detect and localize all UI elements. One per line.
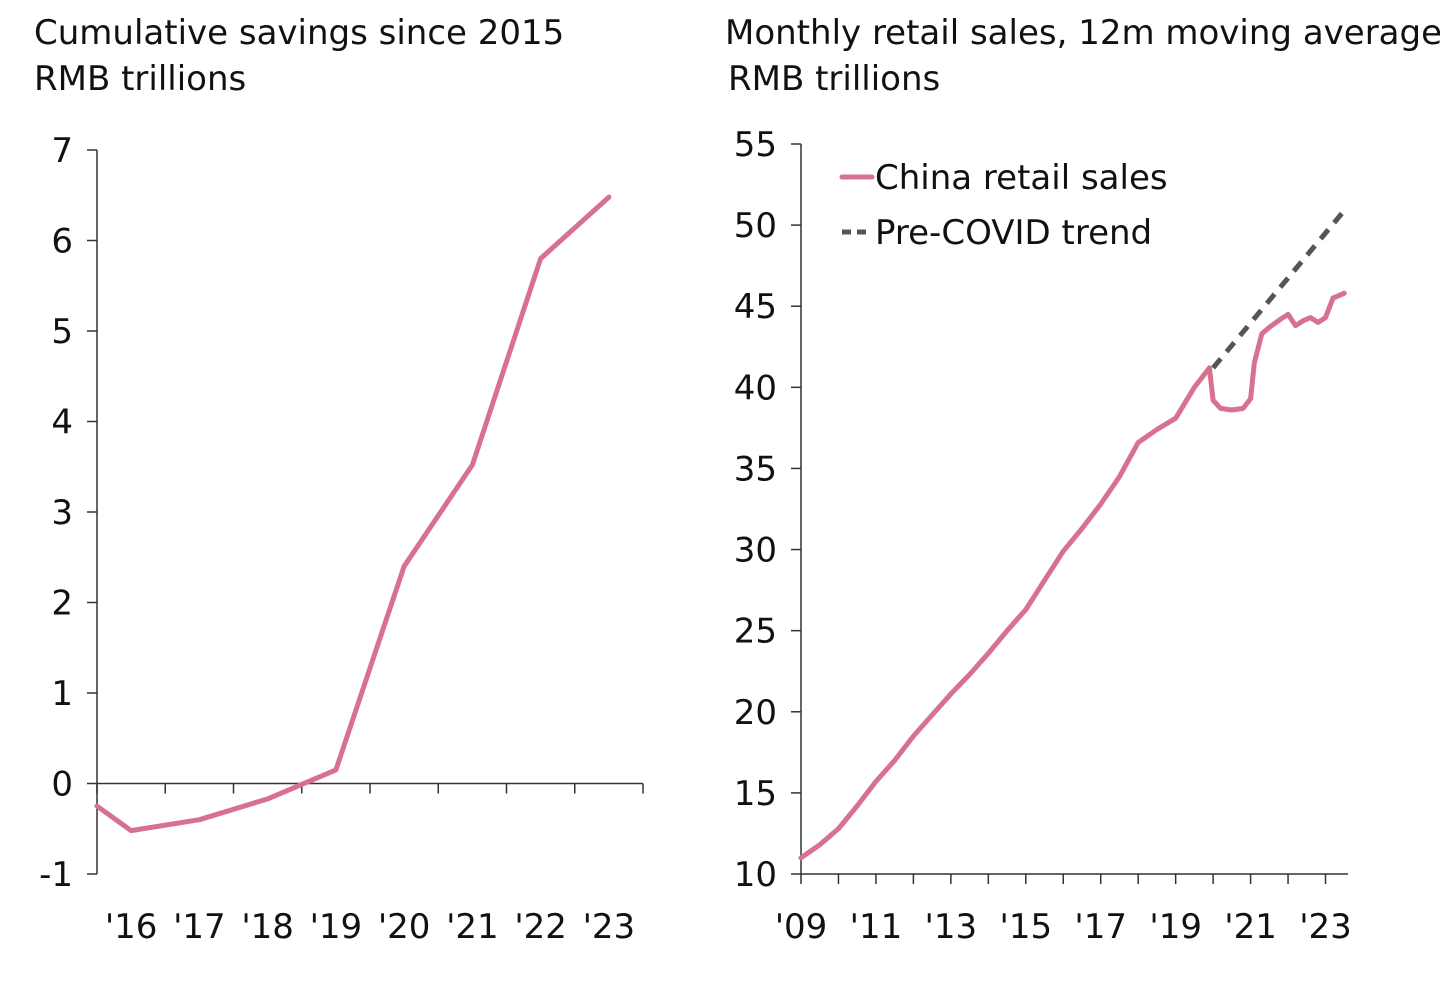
x-tick-label: '21 <box>1224 907 1277 947</box>
y-tick-label: 55 <box>734 125 777 165</box>
y-tick-label: 45 <box>734 287 777 327</box>
y-tick-label: 0 <box>51 765 73 805</box>
y-tick-label: 3 <box>51 493 73 533</box>
x-tick-label: '23 <box>583 907 636 947</box>
x-tick-label: '21 <box>446 907 499 947</box>
y-tick-label: 30 <box>734 531 777 571</box>
x-tick-label: '18 <box>241 907 294 947</box>
left-chart: -1 0 1 2 3 4 5 6 7 '16 '17 '18 '19 '20 '21 '22 '23 <box>39 131 644 947</box>
x-tick-label: '09 <box>775 907 828 947</box>
x-tick-label: '23 <box>1299 907 1352 947</box>
x-tick-label: '19 <box>1149 907 1202 947</box>
x-tick-label: '17 <box>173 907 226 947</box>
left-chart-title: Cumulative savings since 2015 <box>34 13 565 53</box>
y-tick-label: -1 <box>39 855 73 895</box>
y-tick-label: 10 <box>734 855 777 895</box>
x-tick-label: '22 <box>514 907 567 947</box>
x-tick-label: '13 <box>925 907 978 947</box>
y-tick-label: 7 <box>51 131 73 171</box>
right-chart-title: Monthly retail sales, 12m moving average <box>725 13 1440 53</box>
y-tick-label: 2 <box>51 584 73 624</box>
x-tick-label: '17 <box>1074 907 1127 947</box>
right-chart: 10 15 20 25 30 35 40 45 50 55 '09 '11 '13 '15 '17 '19 '2… <box>734 125 1352 947</box>
y-tick-label: 1 <box>51 674 73 714</box>
y-tick-label: 6 <box>51 222 73 262</box>
pre-covid-trend-line <box>1211 208 1347 370</box>
y-tick-label: 15 <box>734 774 777 814</box>
y-tick-label: 20 <box>734 693 777 733</box>
y-tick-label: 50 <box>734 206 777 246</box>
y-tick-label: 4 <box>51 403 73 443</box>
legend-label-pre-covid-trend: Pre-COVID trend <box>875 213 1152 253</box>
china-retail-sales-line <box>798 290 1347 861</box>
y-tick-label: 5 <box>51 312 73 352</box>
left-chart-subtitle: RMB trillions <box>34 59 247 99</box>
legend-label-china-retail-sales: China retail sales <box>875 158 1168 198</box>
y-tick-label: 40 <box>734 368 777 408</box>
y-tick-label: 35 <box>734 449 777 489</box>
x-tick-label: '11 <box>850 907 903 947</box>
x-tick-label: '19 <box>310 907 363 947</box>
right-chart-subtitle: RMB trillions <box>728 59 941 99</box>
y-tick-label: 25 <box>734 612 777 652</box>
x-tick-label: '16 <box>105 907 158 947</box>
x-tick-label: '20 <box>378 907 431 947</box>
series-0-line <box>94 194 612 834</box>
x-tick-label: '15 <box>999 907 1052 947</box>
